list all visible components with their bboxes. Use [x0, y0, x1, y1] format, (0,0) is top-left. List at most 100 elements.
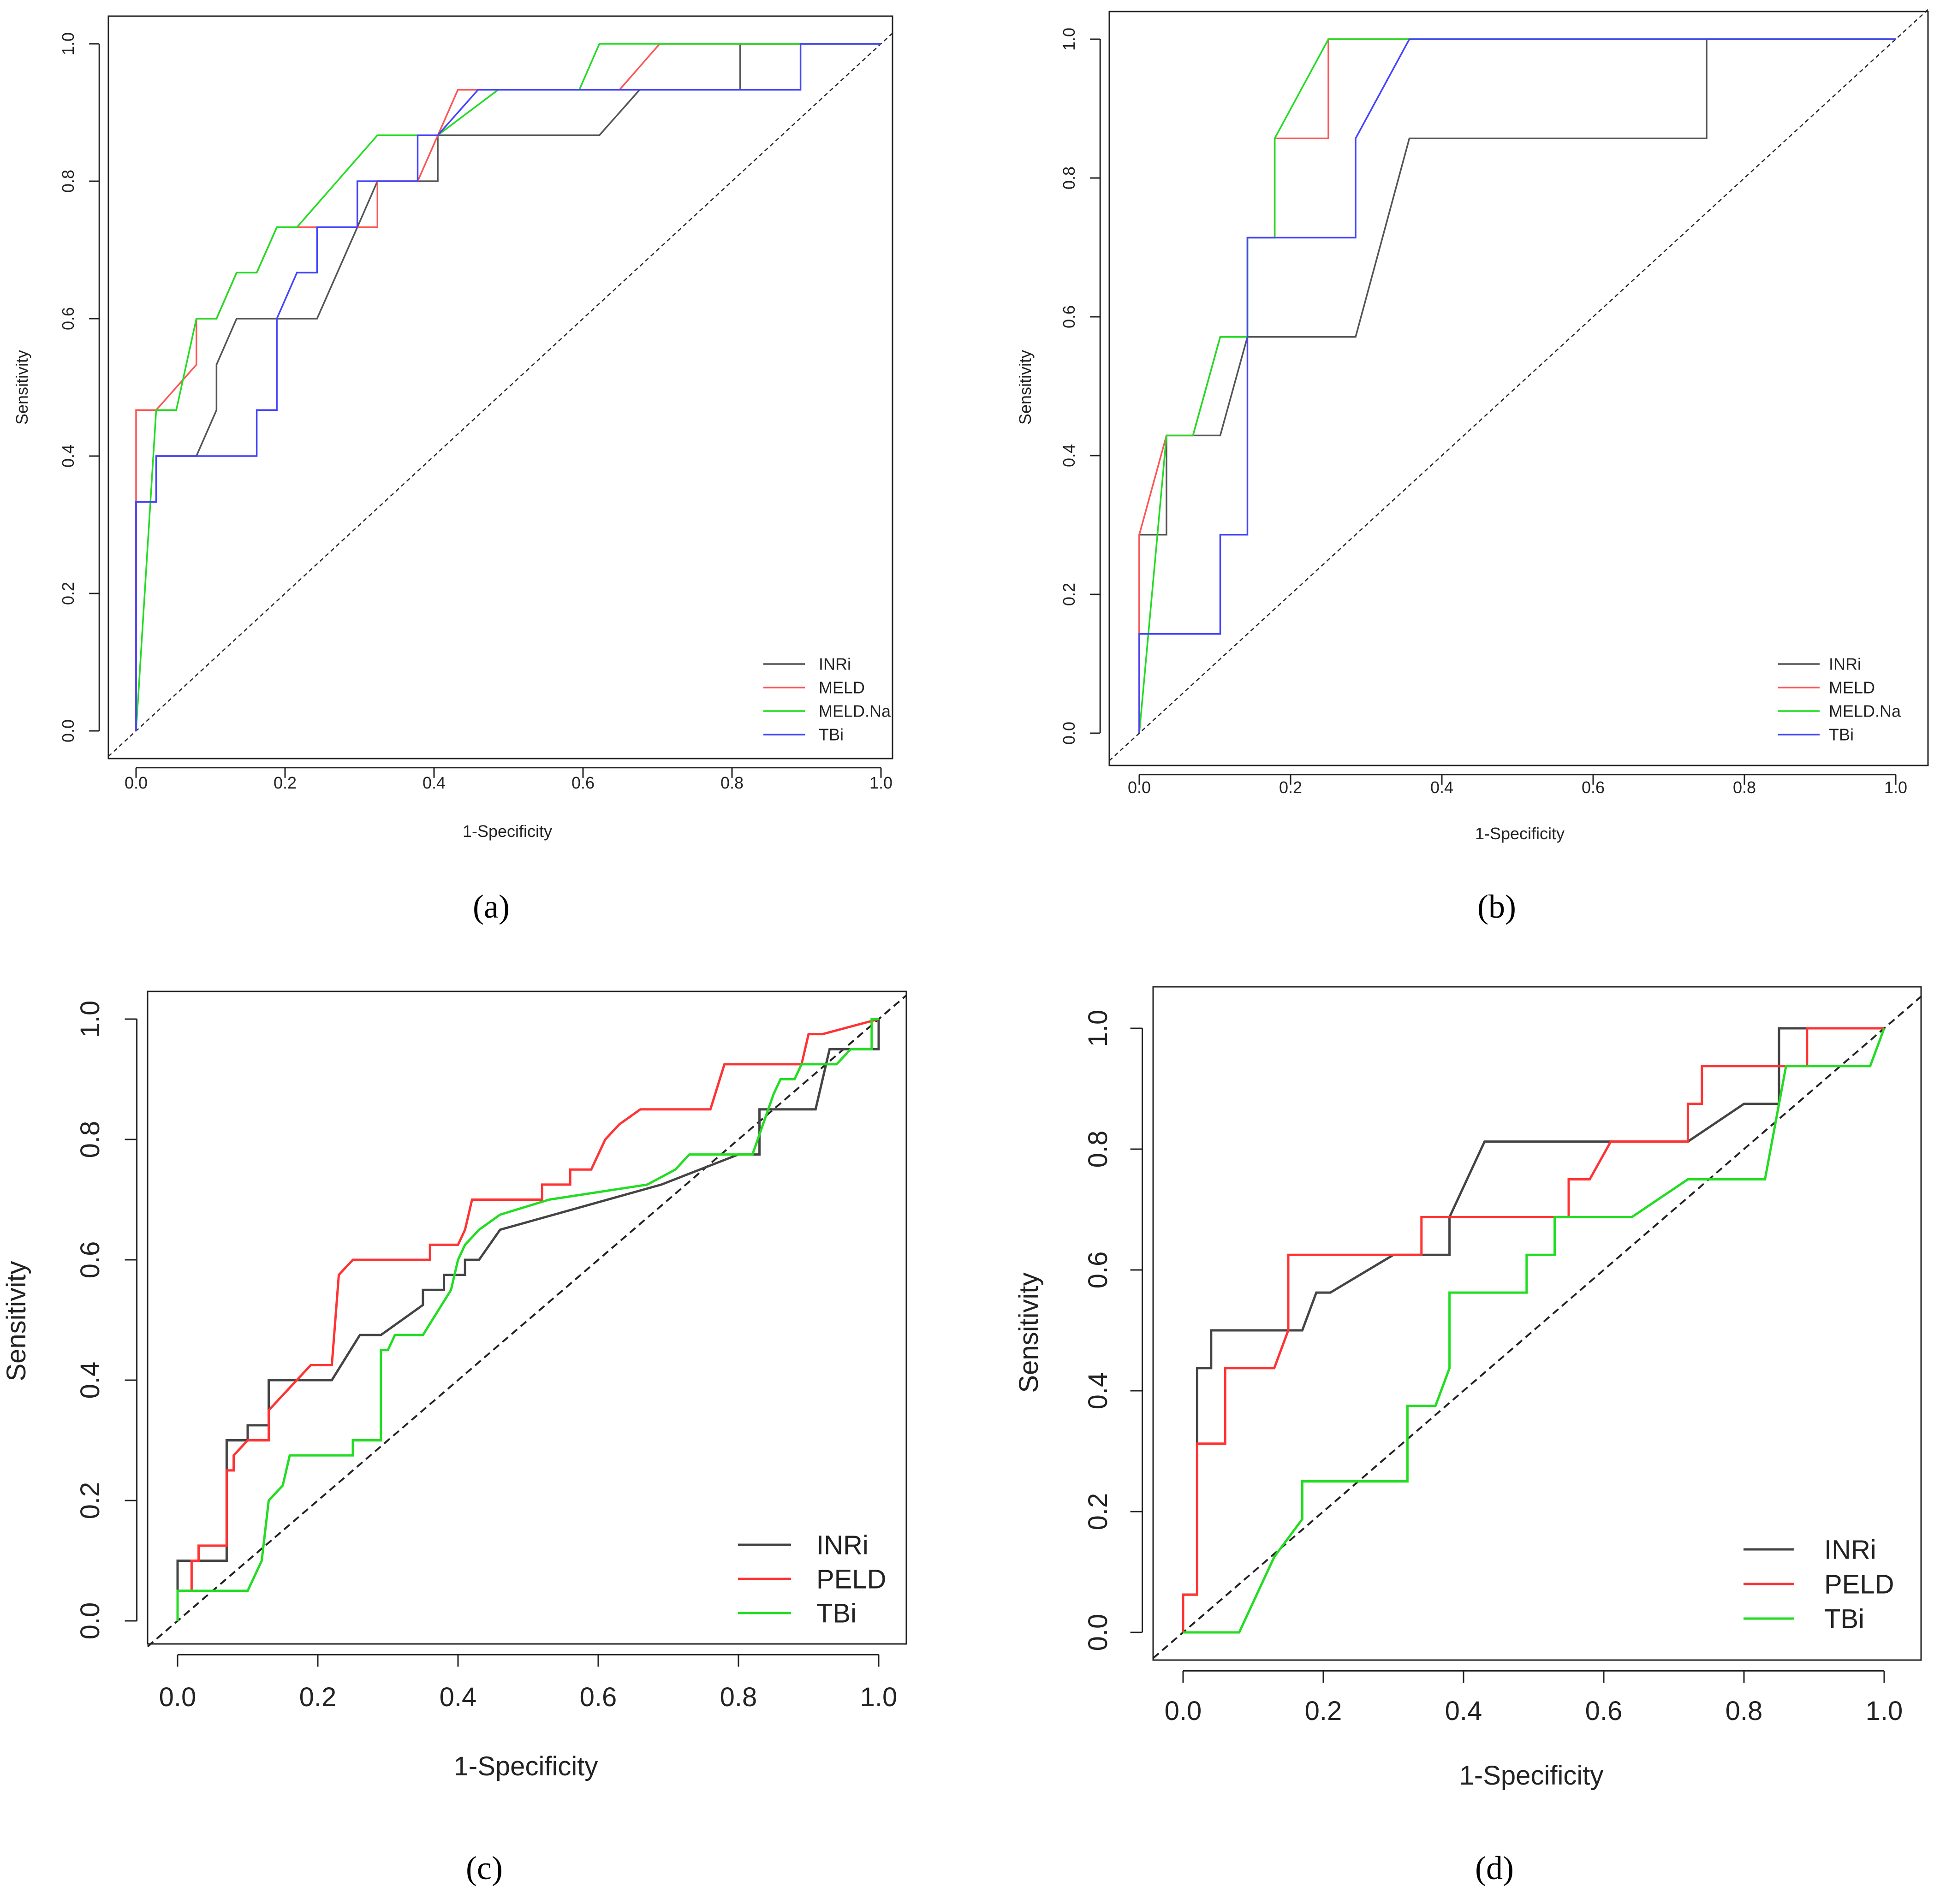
- legend-label: TBi: [816, 1598, 857, 1628]
- x-tick-label: 0.2: [299, 1682, 337, 1712]
- x-tick-label: 0.6: [571, 773, 595, 792]
- y-tick-label: 1.0: [1083, 1010, 1113, 1047]
- x-tick-label: 0.0: [1165, 1696, 1202, 1726]
- roc-curve-peld: [1182, 1027, 1884, 1632]
- x-axis-title: 1-Specificity: [463, 822, 552, 841]
- legend-label: TBi: [1829, 725, 1854, 744]
- y-tick-label: 0.4: [59, 445, 77, 468]
- x-tick-label: 0.4: [440, 1682, 477, 1712]
- x-tick-label: 0.2: [1305, 1696, 1342, 1726]
- panels: 0.0 0.2 0.4 0.6 0.8 1.0 0.0 0.2 0.4 0.6 0.8 1.0 1-Sp…: [1, 9, 1929, 1886]
- y-tick-label: 1.0: [75, 1001, 105, 1038]
- x-tick-label: 0.0: [125, 773, 148, 792]
- x-tick-label: 1.0: [1866, 1696, 1903, 1726]
- panel-caption: (c): [466, 1850, 503, 1886]
- legend-label: MELD: [819, 678, 865, 697]
- y-tick-label: 0.8: [1059, 166, 1078, 190]
- legend-label: INRi: [1829, 655, 1861, 674]
- y-tick-label: 0.6: [1083, 1252, 1113, 1289]
- legend-label: TBi: [1824, 1604, 1864, 1634]
- x-tick-label: 0.4: [1430, 778, 1453, 797]
- x-tick-label: 1.0: [869, 773, 893, 792]
- legend: INRi MELD MELD.Na TBi: [1778, 655, 1901, 744]
- y-axis-title: Sensitivity: [1014, 1272, 1044, 1393]
- chart-panel-c: 0.0 0.2 0.4 0.6 0.8 1.0 0.0 0.2 0.4 0.6 0.8 1.0 1-Sp…: [1, 991, 907, 1886]
- y-tick-label: 0.8: [1083, 1131, 1113, 1168]
- legend-label: MELD.Na: [819, 702, 891, 721]
- y-tick-label: 0.0: [59, 719, 77, 742]
- y-axis-title: Sensitivity: [12, 350, 31, 425]
- x-tick-label: 0.8: [720, 773, 744, 792]
- y-tick-label: 0.6: [75, 1241, 105, 1279]
- y-tick-label: 0.0: [1083, 1614, 1113, 1651]
- roc-curve-tbi: [1183, 1028, 1886, 1634]
- x-tick-label: 0.8: [1726, 1696, 1763, 1726]
- x-tick-label: 0.8: [1733, 778, 1756, 797]
- legend-label: TBi: [819, 725, 844, 744]
- y-tick-label: 0.8: [59, 170, 77, 193]
- y-tick-label: 0.4: [75, 1362, 105, 1399]
- panel-caption: (d): [1475, 1850, 1514, 1886]
- x-tick-label: 0.6: [1582, 778, 1605, 797]
- y-tick-label: 0.8: [75, 1121, 105, 1158]
- x-tick-label: 0.2: [274, 773, 297, 792]
- legend-label: MELD: [1829, 678, 1875, 697]
- legend-label: PELD: [816, 1564, 887, 1594]
- y-axis-title: Sensitivity: [1016, 350, 1035, 425]
- x-tick-label: 0.4: [1445, 1696, 1482, 1726]
- legend-label: INRi: [1824, 1535, 1876, 1565]
- legend-label: INRi: [816, 1530, 869, 1560]
- y-tick-label: 0.2: [75, 1482, 105, 1519]
- y-tick-label: 0.0: [1059, 722, 1078, 745]
- legend: INRi PELD TBi: [1744, 1535, 1894, 1634]
- x-axis-title: 1-Specificity: [1459, 1761, 1604, 1791]
- roc-curve-tbi: [176, 1018, 879, 1621]
- x-tick-label: 0.0: [159, 1682, 196, 1712]
- plot-frame: [147, 991, 907, 1645]
- chart-panel-b: 0.0 0.2 0.4 0.6 0.8 1.0 0.0 0.2 0.4 0.6 0.8 1.0 1-Sp…: [1016, 9, 1929, 925]
- plot-frame: [1108, 11, 1929, 766]
- chart-panel-a: 0.0 0.2 0.4 0.6 0.8 1.0 0.0 0.2 0.4 0.6 0.8 1.0 1-Sp…: [12, 15, 893, 925]
- x-axis-title: 1-Specificity: [454, 1751, 598, 1781]
- y-tick-label: 1.0: [1059, 28, 1078, 51]
- x-tick-label: 1.0: [1884, 778, 1907, 797]
- legend: INRi PELD TBi: [738, 1530, 887, 1628]
- x-axis-title: 1-Specificity: [1475, 824, 1565, 843]
- x-tick-label: 0.0: [1128, 778, 1151, 797]
- plot-frame: [107, 15, 893, 759]
- legend: INRi MELD MELD.Na TBi: [763, 655, 891, 744]
- y-tick-label: 0.2: [59, 582, 77, 605]
- reference-diagonal-line: [108, 33, 893, 757]
- x-tick-label: 0.2: [1279, 778, 1302, 797]
- x-tick-label: 0.4: [423, 773, 446, 792]
- roc-curve-peld: [176, 1018, 879, 1621]
- y-tick-label: 0.0: [75, 1602, 105, 1640]
- y-tick-label: 1.0: [59, 32, 77, 55]
- y-tick-label: 0.6: [59, 307, 77, 330]
- x-tick-label: 0.8: [720, 1682, 757, 1712]
- chart-panel-d: 0.0 0.2 0.4 0.6 0.8 1.0 0.0 0.2 0.4 0.6 0.8 1.0 1-Sp…: [1014, 986, 1922, 1886]
- legend-label: MELD.Na: [1829, 702, 1901, 721]
- panel-caption: (a): [473, 888, 510, 925]
- y-axis-title: Sensitivity: [1, 1261, 31, 1381]
- panel-caption: (b): [1477, 888, 1516, 925]
- roc-curve-tbi: [135, 43, 881, 731]
- x-tick-label: 0.6: [1585, 1696, 1623, 1726]
- reference-diagonal-line: [1109, 9, 1928, 761]
- x-tick-label: 0.6: [580, 1682, 617, 1712]
- plot-frame: [1152, 986, 1922, 1661]
- legend-label: INRi: [819, 655, 851, 674]
- y-tick-label: 0.4: [1059, 444, 1078, 467]
- y-tick-label: 0.2: [1083, 1493, 1113, 1530]
- y-tick-label: 0.4: [1083, 1372, 1113, 1410]
- reference-diagonal-line: [147, 994, 907, 1648]
- roc-curve-inri: [1182, 1027, 1884, 1632]
- y-tick-label: 0.6: [1059, 305, 1078, 328]
- roc-curve-tbi: [1138, 38, 1896, 733]
- x-tick-label: 1.0: [860, 1682, 898, 1712]
- roc-curve-inri: [176, 1019, 880, 1621]
- legend-label: PELD: [1824, 1569, 1894, 1599]
- y-tick-label: 0.2: [1059, 583, 1078, 606]
